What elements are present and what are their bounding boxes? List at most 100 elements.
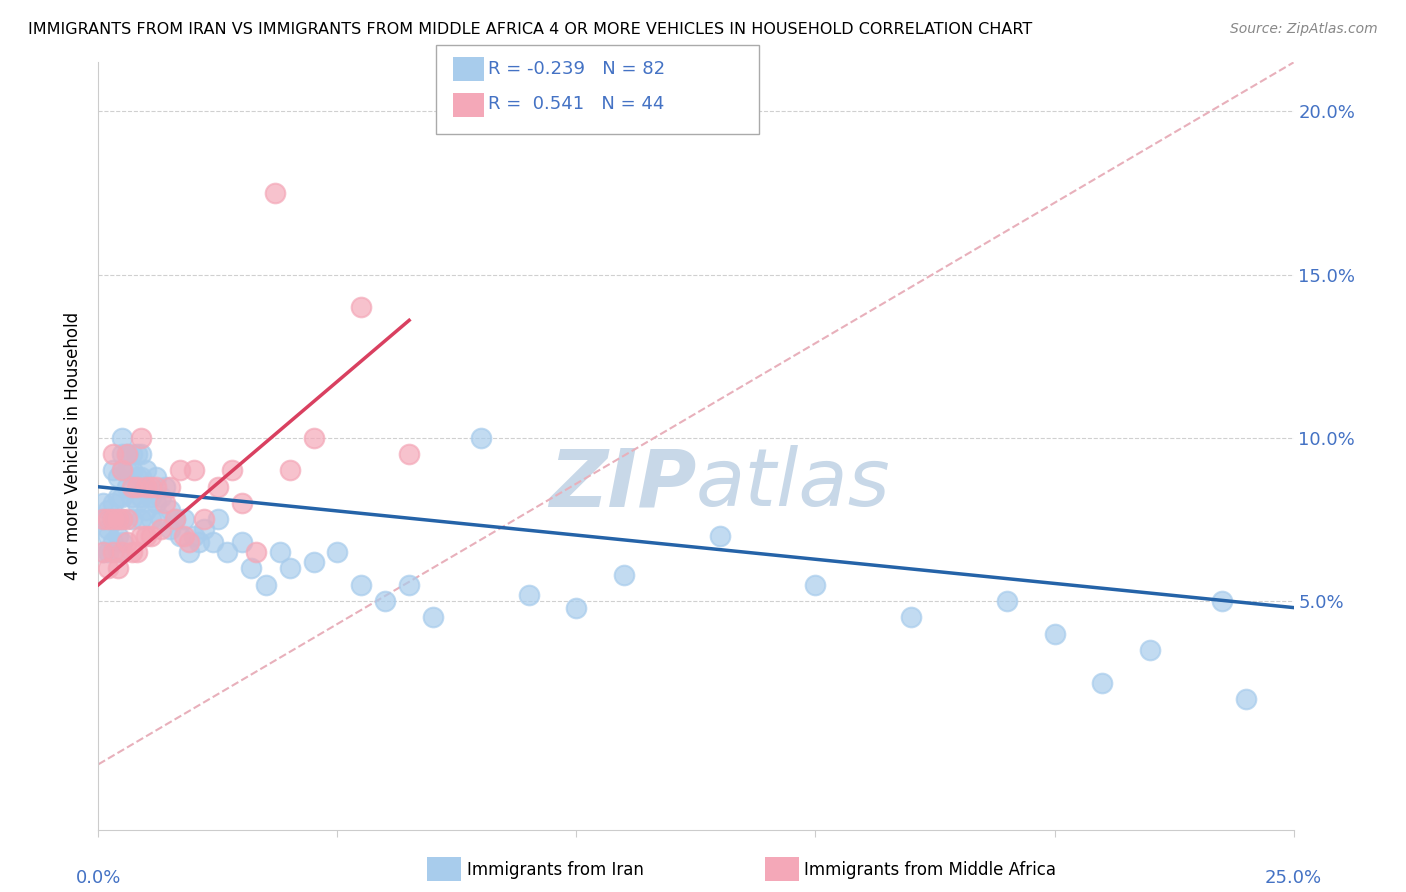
Point — [111, 431, 134, 445]
Point — [101, 535, 124, 549]
Point — [1139, 643, 1161, 657]
Point — [207, 512, 229, 526]
Point — [97, 529, 120, 543]
Point — [111, 490, 134, 504]
Point — [101, 496, 124, 510]
Y-axis label: 4 or more Vehicles in Household: 4 or more Vehicles in Household — [65, 312, 83, 580]
Point — [125, 545, 148, 559]
Point — [202, 535, 225, 549]
Point — [173, 529, 195, 543]
Text: 25.0%: 25.0% — [1265, 869, 1322, 887]
Text: atlas: atlas — [696, 445, 891, 524]
Point — [101, 545, 124, 559]
Point — [97, 512, 120, 526]
Point — [350, 300, 373, 314]
Point — [97, 502, 120, 516]
Text: R = -0.239   N = 82: R = -0.239 N = 82 — [488, 60, 665, 78]
Point — [121, 480, 143, 494]
Point — [135, 463, 157, 477]
Point — [111, 535, 134, 549]
Point — [121, 463, 143, 477]
Point — [350, 578, 373, 592]
Point — [470, 431, 492, 445]
Point — [145, 470, 167, 484]
Point — [326, 545, 349, 559]
Point — [163, 512, 186, 526]
Point — [107, 529, 129, 543]
Point — [125, 470, 148, 484]
Point — [1211, 594, 1233, 608]
Point — [217, 545, 239, 559]
Point — [159, 480, 181, 494]
Point — [111, 463, 134, 477]
Point — [107, 470, 129, 484]
Point — [107, 545, 129, 559]
Point — [1234, 692, 1257, 706]
Point — [91, 545, 114, 559]
Point — [135, 480, 157, 494]
Point — [135, 502, 157, 516]
Point — [107, 512, 129, 526]
Point — [173, 512, 195, 526]
Point — [91, 512, 114, 526]
Point — [131, 529, 153, 543]
Text: Source: ZipAtlas.com: Source: ZipAtlas.com — [1230, 22, 1378, 37]
Point — [169, 529, 191, 543]
Point — [149, 512, 172, 526]
Point — [125, 480, 148, 494]
Point — [179, 545, 201, 559]
Point — [221, 463, 243, 477]
Point — [398, 578, 420, 592]
Point — [179, 535, 201, 549]
Point — [131, 490, 153, 504]
Point — [101, 447, 124, 461]
Point — [135, 529, 157, 543]
Point — [900, 610, 922, 624]
Point — [115, 447, 138, 461]
Point — [135, 480, 157, 494]
Point — [264, 186, 287, 200]
Point — [398, 447, 420, 461]
Point — [709, 529, 731, 543]
Point — [139, 480, 162, 494]
Point — [107, 561, 129, 575]
Point — [107, 512, 129, 526]
Point — [115, 480, 138, 494]
Point — [187, 535, 209, 549]
Point — [101, 512, 124, 526]
Point — [115, 535, 138, 549]
Point — [111, 512, 134, 526]
Point — [115, 463, 138, 477]
Point — [111, 545, 134, 559]
Text: Immigrants from Iran: Immigrants from Iran — [467, 861, 644, 879]
Point — [97, 522, 120, 536]
Point — [183, 463, 205, 477]
Point — [302, 431, 325, 445]
Point — [149, 522, 172, 536]
Point — [231, 535, 253, 549]
Point — [111, 463, 134, 477]
Point — [183, 529, 205, 543]
Point — [111, 447, 134, 461]
Point — [107, 490, 129, 504]
Point — [121, 490, 143, 504]
Point — [193, 512, 215, 526]
Point — [97, 545, 120, 559]
Text: Immigrants from Middle Africa: Immigrants from Middle Africa — [804, 861, 1056, 879]
Point — [145, 496, 167, 510]
Point — [155, 480, 177, 494]
Text: 0.0%: 0.0% — [76, 869, 121, 887]
Point — [159, 502, 181, 516]
Point — [163, 512, 186, 526]
Point — [240, 561, 263, 575]
Point — [131, 447, 153, 461]
Point — [254, 578, 277, 592]
Text: R =  0.541   N = 44: R = 0.541 N = 44 — [488, 95, 664, 113]
Point — [169, 463, 191, 477]
Point — [111, 512, 134, 526]
Point — [1091, 675, 1114, 690]
Point — [131, 470, 153, 484]
Point — [207, 480, 229, 494]
Point — [91, 512, 114, 526]
Point — [91, 496, 114, 510]
